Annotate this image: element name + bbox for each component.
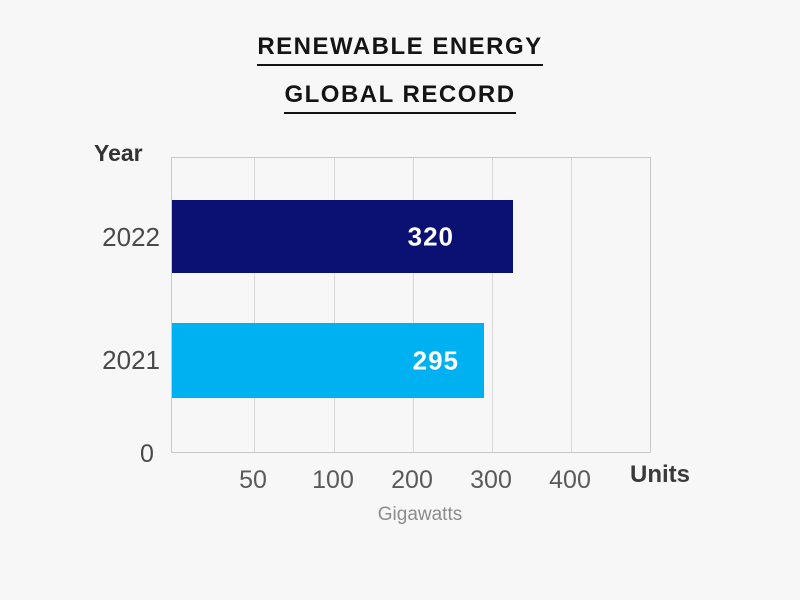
bar-2021-value-label: 295 <box>412 345 459 375</box>
gridline-50 <box>254 158 255 452</box>
x-tick-300: 300 <box>470 466 512 494</box>
y-axis-title: Year <box>94 140 143 166</box>
gridline-300 <box>492 158 493 452</box>
y-tick-origin: 0 <box>140 440 154 468</box>
y-tick-2022: 2022 <box>102 222 160 252</box>
x-tick-400: 400 <box>549 466 591 494</box>
x-tick-100: 100 <box>312 466 354 494</box>
gridline-400 <box>571 158 572 452</box>
gridline-100 <box>334 158 335 452</box>
bar-2021: 295 <box>172 323 484 398</box>
plot-area: 320 295 <box>171 157 651 453</box>
chart-title-line2: GLOBAL RECORD <box>284 81 516 114</box>
x-tick-200: 200 <box>391 466 433 494</box>
x-axis-title: Units <box>630 461 690 488</box>
y-tick-2021: 2021 <box>102 345 160 375</box>
bar-2022-value-label: 320 <box>407 221 454 251</box>
gridline-200 <box>413 158 414 452</box>
x-axis-unit-caption: Gigawatts <box>377 504 463 525</box>
chart-title: RENEWABLE ENERGY GLOBAL RECORD <box>0 33 800 129</box>
chart-title-line1: RENEWABLE ENERGY <box>257 33 543 66</box>
x-tick-50: 50 <box>239 466 267 494</box>
bar-2022: 320 <box>172 200 513 273</box>
